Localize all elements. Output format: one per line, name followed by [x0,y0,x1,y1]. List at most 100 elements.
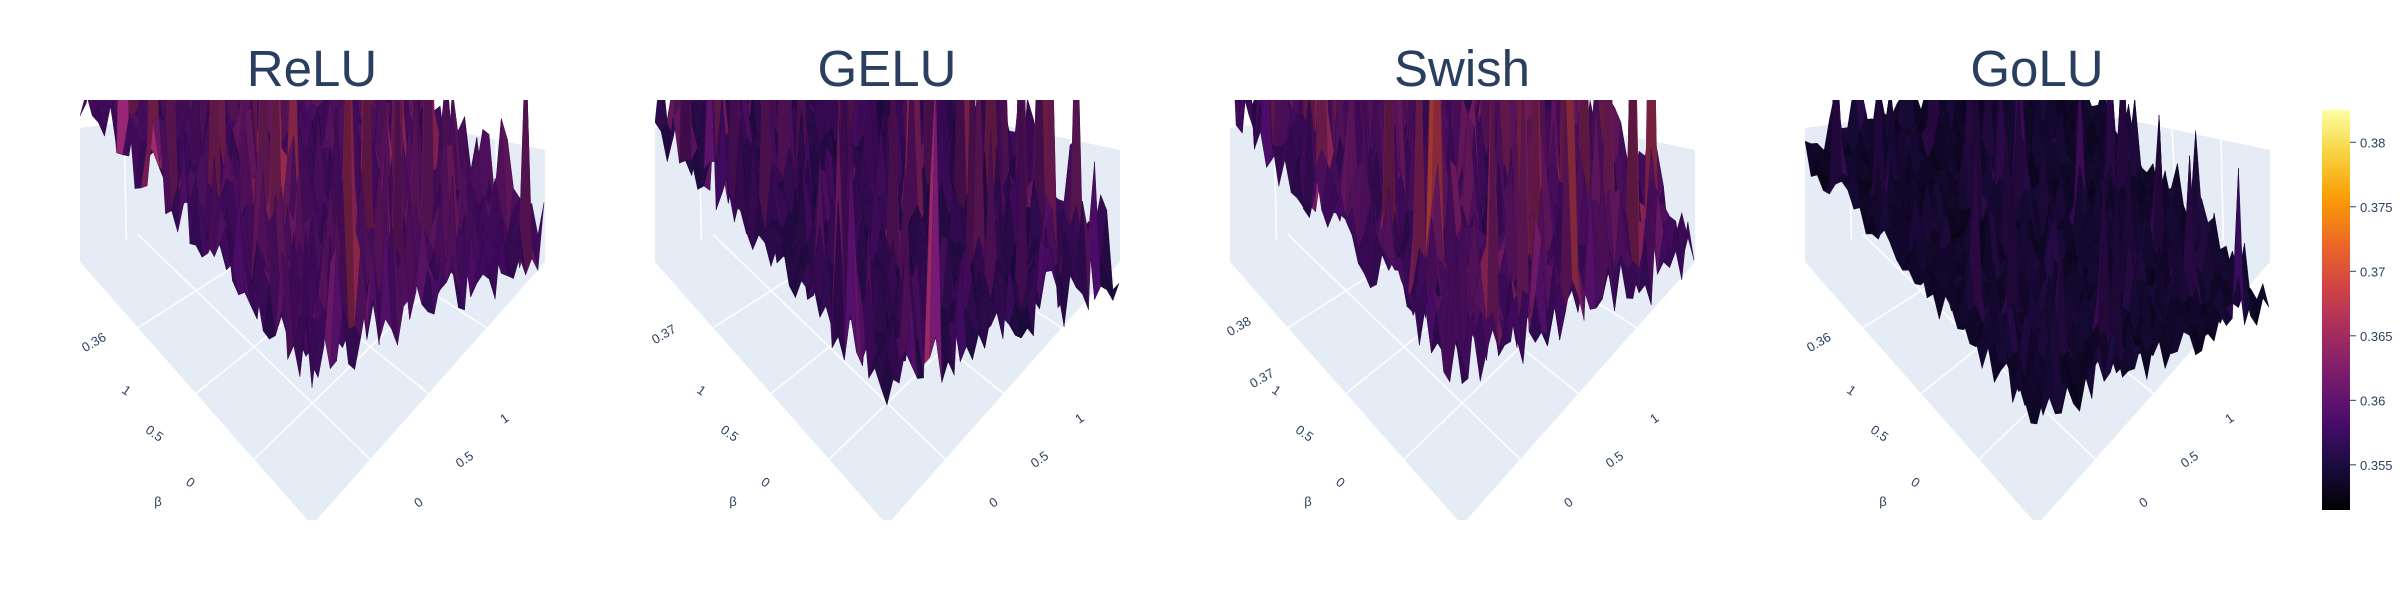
surface-cell [1340,0,1352,56]
surface-cell [1383,23,1395,95]
surface-cell [300,0,312,36]
surface-cell [208,0,220,94]
surface-cell [111,0,123,82]
surface-cell [1383,19,1395,66]
surface-cell [104,0,116,93]
surface-cell [227,6,239,61]
surface-cell [208,100,212,108]
surface-cell [1322,0,1334,65]
surface-cell [306,0,318,34]
scene-gelu [655,0,1120,520]
surface-cell [1425,0,1437,42]
surface-cell [1444,0,1456,29]
surface-cell [1364,0,1376,91]
surface-cell [1358,34,1370,91]
surface-cell [153,9,165,96]
surface-cell [220,0,232,9]
surface-cell [172,38,184,72]
surface-cell [1346,25,1358,89]
wall-gridline [2220,139,2225,241]
surface-cell [294,0,306,41]
z-tick-label: 0.37 [1247,365,1276,391]
right-axis-tick: 0 [411,494,426,510]
surface-cell [275,0,287,38]
surface-cell [1350,100,1353,113]
surface-cell [1316,0,1328,78]
surface-cell [1373,100,1378,108]
surface-cell [1462,0,1474,40]
surface-cell [655,100,668,132]
surface-cell [1468,0,1480,40]
surface-cell [1962,100,1971,111]
surface-cell [214,0,226,61]
surface-cell [1334,0,1346,71]
surface-cell [1316,3,1328,91]
surface-cell [1455,339,1469,385]
right-axis-tick: 0.5 [453,448,476,471]
subplot-relu: ReLU 0.36 1 0.5 0 β 1 0.5 0 [79,0,545,520]
surface-cell [275,0,287,23]
surface-cell [1383,28,1395,59]
surface-cell [1352,25,1364,88]
left-axis-tick: 0.5 [143,422,166,445]
surface-cell [783,38,795,93]
surface-cell [752,100,755,106]
subplot-golu: GoLU 0.36 1 0.5 0 β 1 0.5 0 [1804,0,2270,520]
surface-cell [1328,0,1340,79]
surface-cell [1266,100,1269,109]
surface-cell [765,0,777,84]
surface-cell [1432,0,1444,33]
surface-cell [159,100,166,109]
surface-cell [2031,0,2043,45]
surface-cell [1334,0,1346,79]
surface-cell [275,0,287,35]
surface-cell [385,2,397,84]
surface-cell [880,355,894,406]
surface-cell [1328,60,1340,79]
surface-cell [1444,0,1456,38]
surface-cell [1303,29,1315,90]
surface-cell [802,51,814,80]
surface-cell [190,42,202,55]
surface-cell [1333,100,1335,106]
surface-cell [1235,100,1245,134]
surface-cell [776,100,790,179]
surface-cell [887,1,899,31]
surface-cell [789,0,801,100]
surface-cell [121,100,130,103]
surface-cell [379,27,391,82]
surface-cell [1456,0,1468,27]
surface-cell [379,2,391,84]
surface-cell [1279,0,1291,69]
surface-cell [777,0,789,92]
surface-cell [745,100,747,106]
surface-cell [189,100,191,107]
surface-cell [1316,59,1328,70]
surface-cell [166,17,178,49]
surface-cell [213,100,215,103]
surface-cell [1352,2,1364,57]
surface-cell [170,100,179,109]
surface-cell [220,0,232,71]
subplot-title-relu: ReLU [247,40,377,97]
surface-cell [1297,37,1309,85]
surface-cell [1285,0,1297,96]
surface-cell [1279,0,1291,96]
surface-cell [1438,0,1450,2]
surface-cell [306,0,318,35]
surface-cell [191,100,197,113]
surface-cell [178,0,190,94]
surface-cell [1413,0,1425,30]
surface-cell [1322,59,1334,79]
surface-cell [245,0,257,40]
surface-cell [875,1,887,45]
surface-cell [1364,15,1376,68]
surface-cell [312,0,324,15]
surface-cell [202,0,214,78]
surface-cell [759,57,771,82]
surface-cell [1401,0,1413,24]
surface-cell [795,0,807,68]
surface-cell [1273,66,1285,96]
surface-cell [153,100,154,101]
surface-cell [1383,25,1395,45]
